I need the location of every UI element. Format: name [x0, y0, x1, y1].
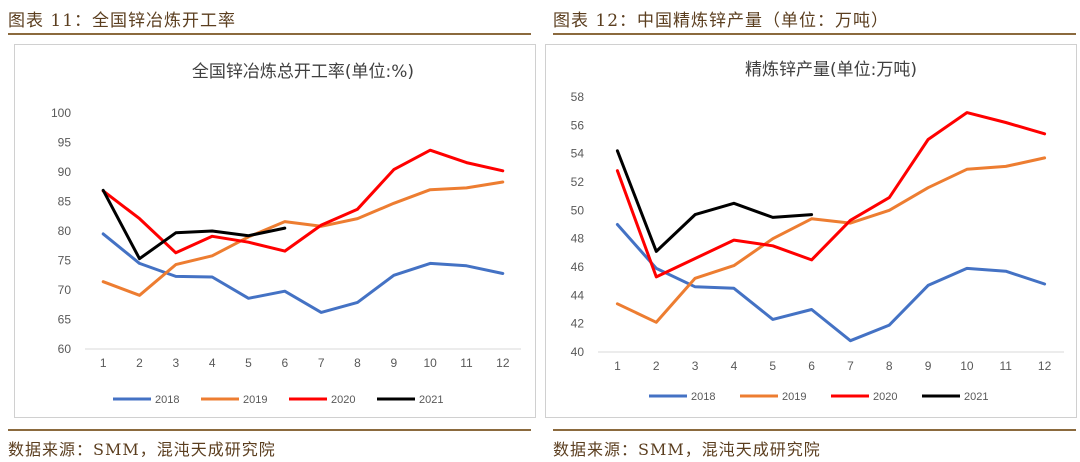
chart-container: 精炼锌产量(单位:万吨) 40 42 44 46 48 50 52 54 56 58 1 2 3 4 5 6 7 8… [545, 44, 1077, 418]
x-tick-label: 11 [1000, 359, 1013, 373]
x-tick-label: 6 [808, 359, 815, 373]
x-tick-label: 7 [847, 359, 854, 373]
x-tick-label: 3 [692, 359, 699, 373]
y-tick-label: 46 [571, 260, 585, 274]
x-tick-label: 1 [614, 359, 621, 373]
y-tick-label: 58 [571, 90, 585, 104]
source-note: 数据来源：SMM，混沌天成研究院 [8, 440, 276, 459]
series-line-2019 [101, 180, 505, 297]
x-tick-label: 2 [136, 356, 143, 370]
series-line-2020 [615, 111, 1047, 279]
x-tick-label: 1 [100, 356, 107, 370]
legend-label: 2020 [873, 391, 897, 403]
legend-label: 2021 [964, 391, 988, 403]
legend-label: 2021 [419, 394, 443, 406]
legend-label: 2019 [243, 394, 267, 406]
x-tick-label: 9 [390, 356, 397, 370]
legend-label: 2018 [691, 391, 715, 403]
x-tick-label: 10 [423, 356, 437, 370]
x-tick-label: 9 [925, 359, 932, 373]
series-line-2019 [615, 156, 1047, 324]
legend-label: 2018 [155, 394, 179, 406]
x-tick-label: 2 [653, 359, 660, 373]
x-tick-label: 12 [496, 356, 510, 370]
x-tick-label: 8 [886, 359, 893, 373]
right-panel: 图表 12：中国精炼锌产量（单位：万吨） 精炼锌产量(单位:万吨) 40 42 44 4… [545, 0, 1080, 462]
x-tick-label: 11 [460, 356, 473, 370]
chart-container: 全国锌冶炼总开工率(单位:%) 60 65 70 75 80 85 90 95 100 1 2 3 4 5 6… [14, 44, 536, 418]
x-tick-label: 7 [318, 356, 325, 370]
y-tick-label: 90 [58, 165, 72, 179]
y-tick-label: 54 [571, 147, 585, 161]
top-rule [553, 33, 1076, 35]
y-tick-label: 44 [571, 288, 585, 302]
x-tick-label: 3 [172, 356, 179, 370]
legend-label: 2020 [331, 394, 355, 406]
y-tick-label: 60 [58, 342, 72, 356]
top-rule [8, 33, 531, 35]
series-line-2021 [101, 188, 287, 261]
x-tick-label: 6 [281, 356, 288, 370]
y-tick-label: 42 [571, 317, 585, 331]
chart-title: 全国锌冶炼总开工率(单位:%) [192, 62, 414, 82]
left-panel: 图表 11：全国锌冶炼开工率 全国锌冶炼总开工率(单位:%) 60 65 70 75 80… [0, 0, 536, 462]
y-tick-label: 100 [51, 106, 71, 120]
y-tick-label: 75 [58, 254, 72, 268]
y-tick-label: 80 [58, 224, 72, 238]
y-tick-label: 65 [58, 313, 72, 327]
y-tick-label: 40 [571, 345, 585, 359]
y-tick-label: 50 [571, 203, 585, 217]
x-tick-label: 8 [354, 356, 361, 370]
series-line-2020 [101, 148, 505, 255]
bottom-rule [553, 429, 1076, 431]
y-tick-label: 52 [571, 175, 585, 189]
y-tick-label: 56 [571, 118, 585, 132]
figure-title: 图表 12：中国精炼锌产量（单位：万吨） [553, 11, 890, 31]
chart-title: 精炼锌产量(单位:万吨) [745, 60, 917, 80]
figure-title: 图表 11：全国锌冶炼开工率 [8, 11, 237, 31]
source-note: 数据来源：SMM，混沌天成研究院 [553, 440, 821, 459]
x-tick-label: 12 [1038, 359, 1052, 373]
x-tick-label: 4 [209, 356, 216, 370]
series-line-2021 [615, 149, 814, 253]
legend-label: 2019 [782, 391, 806, 403]
x-tick-label: 4 [731, 359, 738, 373]
x-tick-label: 10 [960, 359, 974, 373]
bottom-rule [8, 429, 531, 431]
series-line-2018 [101, 232, 505, 314]
y-tick-label: 70 [58, 283, 72, 297]
y-tick-label: 85 [58, 195, 72, 209]
x-tick-label: 5 [769, 359, 776, 373]
y-tick-label: 48 [571, 232, 585, 246]
y-tick-label: 95 [58, 136, 72, 150]
x-tick-label: 5 [245, 356, 252, 370]
